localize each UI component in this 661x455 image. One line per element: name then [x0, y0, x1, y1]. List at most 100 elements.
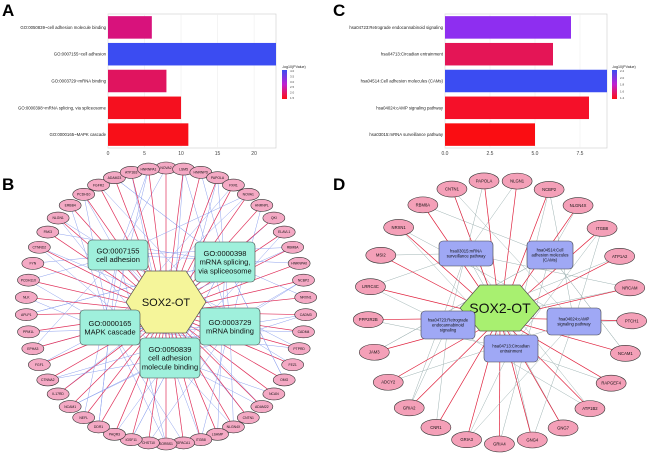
gene-label: PAPOLA	[211, 176, 225, 180]
term-edge	[109, 327, 167, 445]
gene-ellipse	[533, 181, 565, 198]
panel-label-a: A	[2, 1, 14, 20]
legend-colorbar	[612, 70, 617, 99]
gene-label: GRIA2	[403, 405, 416, 410]
gene-label: NEFL	[79, 416, 88, 420]
gene-ellipse	[294, 308, 318, 321]
gene-label: PPP2R2B	[359, 317, 378, 322]
gene-label: JAM3	[369, 350, 380, 355]
gene-label: LRRC4C	[362, 284, 379, 289]
gene-ellipse	[436, 180, 468, 198]
gene-ellipse	[292, 273, 315, 287]
gene-node: NLGN4X	[222, 420, 245, 434]
gene-node: JAM3	[358, 343, 390, 361]
term-label: GO:0000165	[89, 319, 132, 328]
x-tick-label: 0	[107, 151, 110, 157]
panel-label-c: C	[333, 1, 345, 20]
legend-tick-label: 4.0	[290, 69, 295, 73]
y-tick-label: GO:0000165~MAPK cascade	[50, 132, 107, 137]
gene-node: PTCH1	[616, 312, 648, 330]
gene-label: NCAN	[269, 392, 279, 396]
term-box	[87, 239, 149, 271]
gene-label: CNTN1	[243, 416, 254, 420]
term-label: mRNA binding	[206, 326, 254, 335]
gene-ellipse	[87, 420, 110, 434]
gene-label: PCDH11X	[21, 278, 37, 282]
gene-node: NCAM1	[58, 400, 82, 413]
gene-ellipse	[420, 419, 452, 436]
gene-node: ADCY2	[372, 373, 404, 391]
x-tick-label: 2.5	[487, 151, 494, 157]
legend-tick-label: 2.0	[620, 76, 625, 80]
legend-tick-label: 1.6	[620, 89, 625, 93]
bar-chart-go-terms: 0 5 10 15 20 GO:0050839~cell adhesion molecul…	[18, 13, 306, 157]
gene-label: PAK3	[44, 230, 53, 234]
gene-label: MSI2	[376, 253, 386, 258]
gene-label: HNRNPD	[194, 171, 209, 175]
gene-label: CNTN1	[445, 187, 460, 192]
gene-node: NRXN1	[383, 219, 414, 236]
gene-label: ITGB8	[196, 438, 206, 442]
term-label: via spliceosome	[198, 266, 251, 275]
gene-label: CADM4	[298, 330, 310, 334]
term-edge	[57, 261, 226, 395]
gene-node: IGSF11	[119, 433, 143, 446]
gene-node: PCDH10	[72, 188, 96, 201]
gene-ellipse	[17, 325, 40, 339]
bar	[108, 96, 182, 120]
legend-colorbar	[282, 70, 287, 99]
gene-label: NOVA2	[160, 166, 171, 170]
legend-tick-label: 3.5	[290, 74, 295, 78]
term-label: hsa04514:Cell	[537, 248, 564, 253]
gene-label: RAPGEF4	[601, 381, 621, 386]
x-tick-label: 0.0	[442, 151, 449, 157]
gene-ellipse	[236, 411, 260, 424]
term-edge	[388, 321, 575, 383]
gene-label: GRIA3	[460, 437, 473, 442]
gene-ellipse	[262, 387, 286, 401]
center-node-hexagon	[459, 284, 541, 332]
term-edge	[466, 348, 512, 440]
gene-node: ATP1B2	[574, 400, 606, 417]
term-label: hsa04723:Retrograde	[428, 318, 469, 323]
gene-ellipse	[272, 225, 296, 239]
term-box	[139, 337, 201, 379]
term-label: entrainment	[500, 348, 523, 353]
gene-node: PAQR3	[103, 428, 126, 441]
gene-label: FEZ1	[289, 363, 297, 367]
gene-label: PPM1L	[23, 330, 34, 334]
term-box	[438, 240, 494, 267]
gene-node: APLP1	[14, 308, 38, 321]
gene-ellipse	[28, 358, 51, 372]
term-label: GO:0000398	[204, 249, 247, 258]
gene-label: NLGN1	[510, 179, 525, 184]
gene-ellipse	[36, 225, 60, 239]
gene-label: CNR1	[430, 425, 442, 430]
term-label: adhesion molecules	[531, 252, 568, 257]
legend-tick-label: 2.0	[290, 91, 295, 95]
gene-ellipse	[294, 291, 318, 304]
gene-label: IL17RD	[52, 392, 64, 396]
bar	[445, 42, 553, 66]
gene-node: NCBP2	[533, 181, 565, 198]
gene-label: PTPRD	[293, 347, 305, 351]
gene-label: PAQR3	[109, 432, 120, 436]
legend-tick-label: 1.4	[620, 96, 625, 100]
gene-node: CTNNA2	[36, 373, 60, 387]
term-label: (CAMs)	[543, 257, 558, 262]
gene-label: NLGN4X	[570, 203, 587, 208]
gene-label: ADAM22	[255, 405, 269, 409]
gene-ellipse	[262, 211, 286, 225]
gene-node: NLGN1	[501, 172, 533, 190]
gene-ellipse	[17, 273, 40, 287]
gene-node: EPHA3	[21, 342, 45, 355]
term-label: signaling	[440, 327, 457, 332]
term-edge	[148, 326, 231, 444]
term-box	[546, 307, 602, 336]
bar	[108, 69, 167, 93]
gene-label: APLP1	[21, 313, 32, 317]
